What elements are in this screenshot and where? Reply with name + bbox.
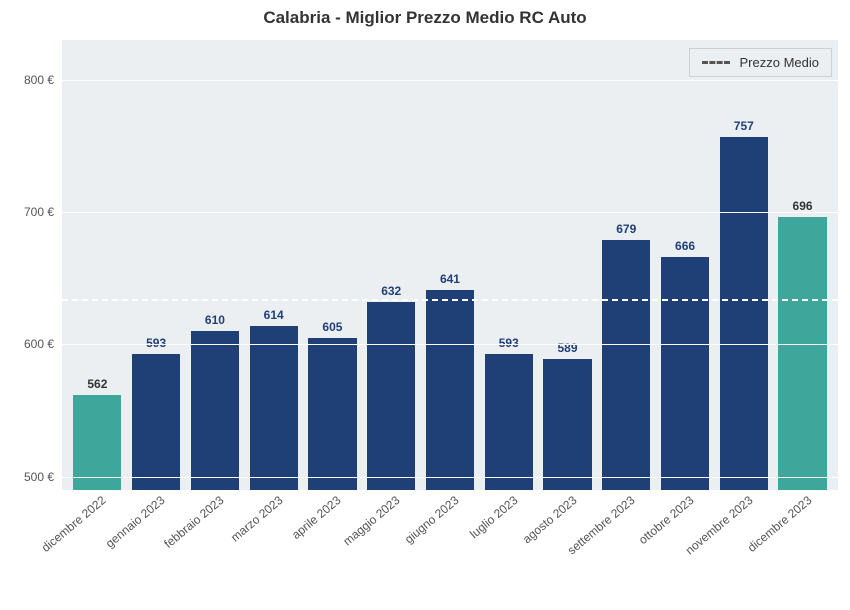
plot-area: 562dicembre 2022593gennaio 2023610febbra… [62, 40, 838, 490]
bar-slot: 610febbraio 2023 [186, 40, 245, 490]
bar-slot: 605aprile 2023 [303, 40, 362, 490]
bar-slot: 632maggio 2023 [362, 40, 421, 490]
bar: 757 [720, 137, 768, 490]
xtick-label: marzo 2023 [228, 493, 286, 544]
gridline [62, 80, 838, 81]
xtick-label: giugno 2023 [402, 493, 462, 546]
bar: 696 [778, 217, 826, 490]
bar: 605 [308, 338, 356, 490]
bar-slot: 679settembre 2023 [597, 40, 656, 490]
gridline [62, 212, 838, 213]
ytick-label: 800 € [24, 73, 62, 87]
bar-value-label: 605 [322, 320, 342, 338]
bar-value-label: 666 [675, 239, 695, 257]
bar: 614 [250, 326, 298, 490]
bar-slot: 589agosto 2023 [538, 40, 597, 490]
bar: 593 [485, 354, 533, 490]
bar-value-label: 641 [440, 272, 460, 290]
xtick-label: agosto 2023 [519, 493, 579, 546]
bar: 641 [426, 290, 474, 490]
bar-slot: 593gennaio 2023 [127, 40, 186, 490]
bar-value-label: 614 [264, 308, 284, 326]
bars-layer: 562dicembre 2022593gennaio 2023610febbra… [62, 40, 838, 490]
legend-swatch [702, 61, 730, 64]
ytick-label: 500 € [24, 470, 62, 484]
xtick-label: gennaio 2023 [103, 493, 168, 550]
bar-slot: 593luglio 2023 [479, 40, 538, 490]
xtick-label: aprile 2023 [290, 493, 344, 542]
bar-value-label: 757 [734, 119, 754, 137]
legend: Prezzo Medio [689, 48, 832, 77]
bar: 610 [191, 331, 239, 490]
bar: 589 [543, 359, 591, 490]
bar: 562 [73, 395, 121, 490]
legend-label: Prezzo Medio [740, 55, 819, 70]
bar: 666 [661, 257, 709, 490]
bar: 679 [602, 240, 650, 490]
chart-container: Calabria - Miglior Prezzo Medio RC Auto … [0, 0, 850, 610]
bar-slot: 666ottobre 2023 [656, 40, 715, 490]
bar: 593 [132, 354, 180, 490]
bar-value-label: 610 [205, 313, 225, 331]
bar-slot: 696dicembre 2023 [773, 40, 832, 490]
bar-slot: 641giugno 2023 [421, 40, 480, 490]
bar-slot: 614marzo 2023 [244, 40, 303, 490]
chart-title: Calabria - Miglior Prezzo Medio RC Auto [0, 0, 850, 32]
xtick-label: dicembre 2022 [39, 493, 109, 555]
ytick-label: 600 € [24, 337, 62, 351]
xtick-label: maggio 2023 [341, 493, 403, 548]
bar: 632 [367, 302, 415, 490]
bar-value-label: 696 [793, 199, 813, 217]
xtick-label: febbraio 2023 [161, 493, 226, 551]
bar-value-label: 562 [87, 377, 107, 395]
ytick-label: 700 € [24, 205, 62, 219]
xtick-label: luglio 2023 [467, 493, 520, 541]
bar-value-label: 679 [616, 222, 636, 240]
bar-slot: 562dicembre 2022 [68, 40, 127, 490]
gridline [62, 344, 838, 345]
average-line [62, 299, 838, 301]
xtick-label: ottobre 2023 [636, 493, 697, 547]
bar-slot: 757novembre 2023 [714, 40, 773, 490]
gridline [62, 477, 838, 478]
